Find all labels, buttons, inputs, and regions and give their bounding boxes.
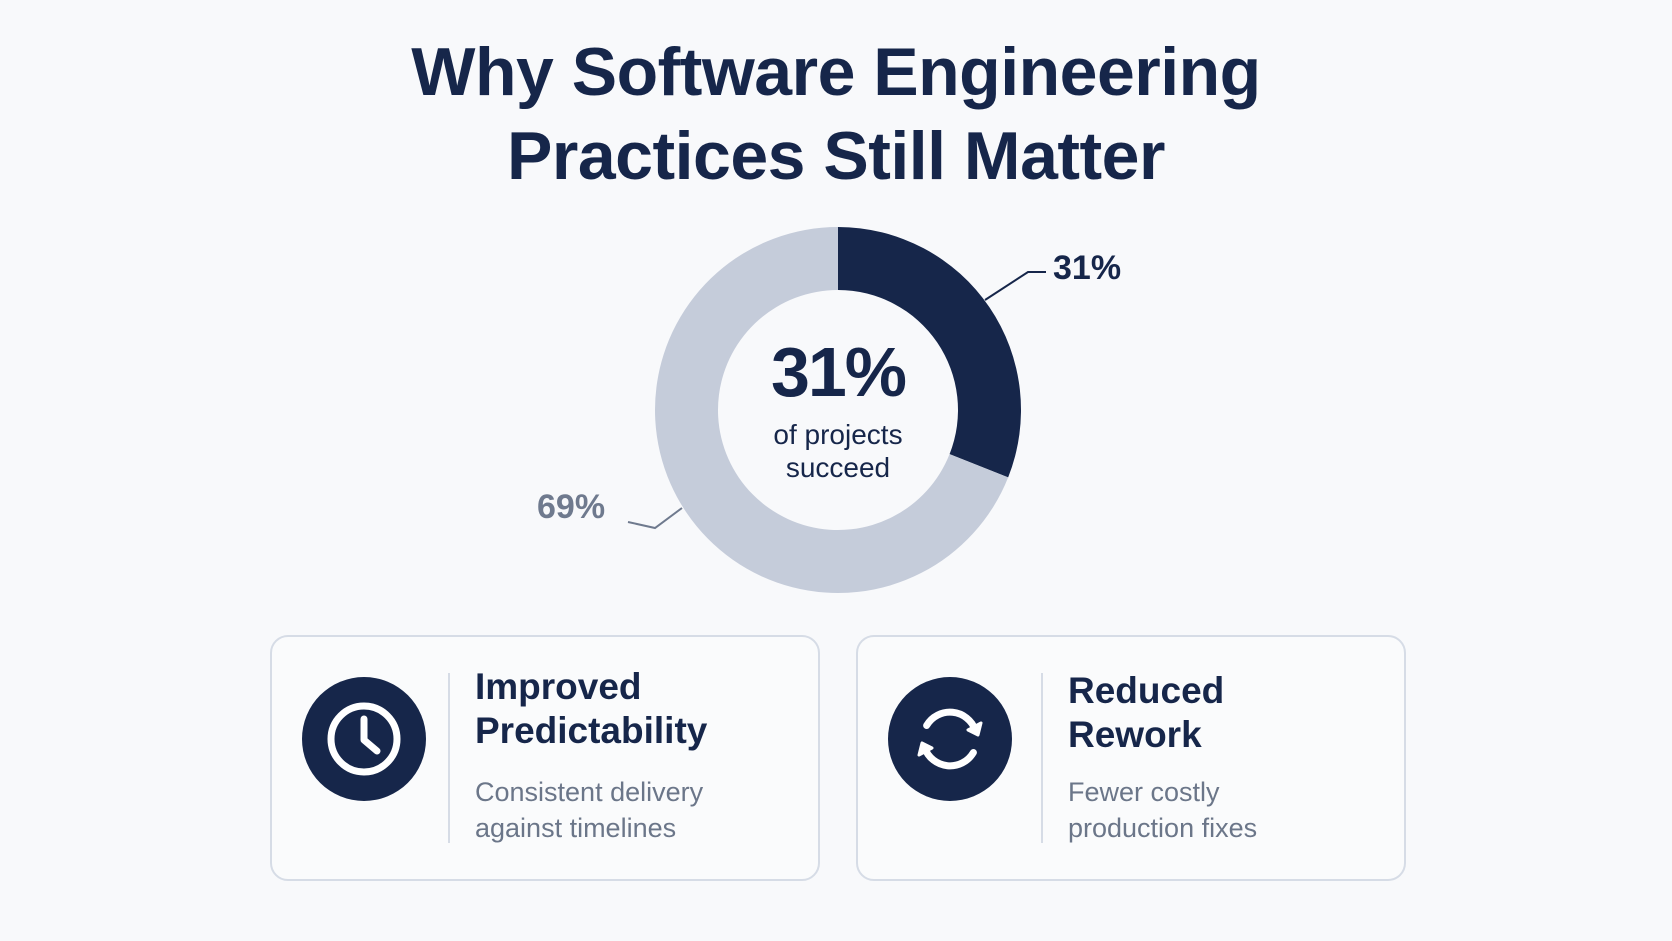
card-desc-line-1: Consistent delivery <box>475 777 704 807</box>
title-line-1: Why Software Engineering <box>411 34 1261 110</box>
card-title: Reduced Rework <box>1068 669 1348 757</box>
card-title-line-1: Improved <box>475 666 642 707</box>
card-title-line-2: Rework <box>1068 714 1202 755</box>
donut-slice-other <box>654 227 1009 593</box>
card-title-line-1: Reduced <box>1068 670 1225 711</box>
card-description: Consistent delivery against timelines <box>475 774 755 846</box>
slice-label-success: 31% <box>1053 249 1122 287</box>
slice-label-other: 69% <box>537 488 606 526</box>
center-caption-line-2: succeed <box>785 452 891 483</box>
title-line-2: Practices Still Matter <box>507 118 1165 194</box>
center-caption: of projects succeed <box>738 418 938 484</box>
page-title: Why Software Engineering Practices Still… <box>0 30 1672 198</box>
card-desc-line-2: against timelines <box>475 813 677 843</box>
card-description: Fewer costly production fixes <box>1068 774 1348 846</box>
clock-icon <box>302 677 426 801</box>
leader-line-other <box>627 507 683 530</box>
donut-slice-success <box>838 227 1021 478</box>
center-caption-line-1: of projects <box>773 419 903 450</box>
card-rework: Reduced Rework Fewer costly production f… <box>856 635 1406 881</box>
card-divider <box>1041 673 1043 843</box>
card-predictability: Improved Predictability Consistent deliv… <box>270 635 820 881</box>
card-desc-line-2: production fixes <box>1068 813 1258 843</box>
leader-line-success <box>984 271 1046 301</box>
card-title-line-2: Predictability <box>475 710 708 751</box>
card-divider <box>448 673 450 843</box>
card-title: Improved Predictability <box>475 665 755 753</box>
refresh-icon <box>888 677 1012 801</box>
card-desc-line-1: Fewer costly <box>1068 777 1220 807</box>
center-value: 31% <box>770 333 907 411</box>
